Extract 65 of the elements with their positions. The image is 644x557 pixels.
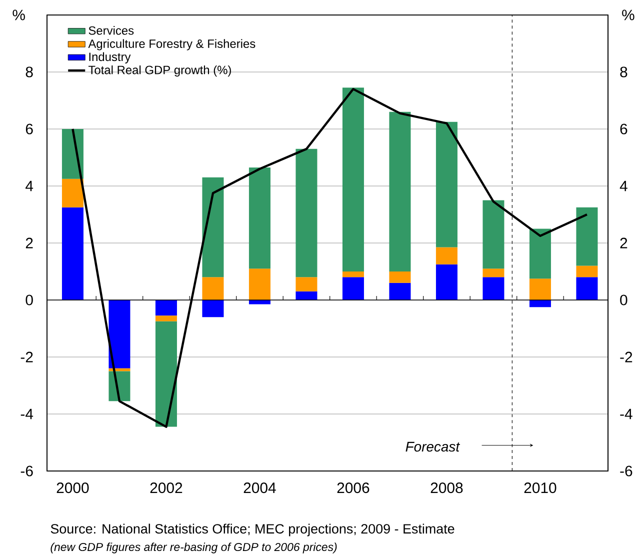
bar <box>296 291 318 300</box>
bar <box>342 88 364 272</box>
bar <box>248 300 270 304</box>
bar <box>576 266 598 278</box>
bar <box>108 371 130 402</box>
y2-tick-label: 0 <box>620 294 628 306</box>
bar <box>389 282 411 300</box>
bar <box>155 321 177 427</box>
y-tick-label: 8 <box>26 66 33 78</box>
y2-tick-label: -2 <box>620 352 632 362</box>
y-tick-label: -6 <box>20 466 33 476</box>
bar <box>202 277 224 300</box>
y-tick-label: -4 <box>20 408 34 420</box>
x-tick-label: 2010 <box>524 482 556 494</box>
bar <box>482 277 504 300</box>
y-tick-label: 4 <box>26 180 34 192</box>
bar <box>436 264 458 300</box>
y2-tick-label: 2 <box>620 238 628 248</box>
bar <box>436 247 458 264</box>
text: (new GDP figures after re-basing of GDP to 2006 prices) <box>50 542 337 554</box>
bar <box>342 271 364 278</box>
y2-axis-title: % <box>622 10 634 20</box>
x-tick-label: 2004 <box>244 482 276 494</box>
bar <box>155 300 177 316</box>
x-tick-label: 2000 <box>56 482 89 494</box>
bar <box>529 300 551 308</box>
x-tick-label: 2008 <box>430 482 463 494</box>
y2-tick-label: 8 <box>620 66 628 78</box>
source-note: Source: National Statistics Office; MEC projections; 2009 - Estimate <box>50 524 454 536</box>
legend-label: Services <box>88 26 134 35</box>
y-tick-label: -2 <box>20 352 33 362</box>
bar <box>482 200 504 269</box>
x-tick-label: 2006 <box>337 482 370 494</box>
y-tick-label: 2 <box>26 238 33 248</box>
y2-tick-label: 4 <box>620 180 628 192</box>
bar <box>576 207 598 266</box>
bar <box>202 177 224 278</box>
y-tick-label: 0 <box>26 294 33 306</box>
y2-tick-label: -4 <box>620 408 632 420</box>
legend-label: Total Real GDP growth (%) <box>88 65 231 77</box>
bar <box>248 167 270 269</box>
bar <box>389 112 411 272</box>
bar <box>529 228 551 279</box>
y2-tick-label: 6 <box>620 124 628 134</box>
bar <box>482 268 504 278</box>
y-axis-title: % <box>12 10 25 20</box>
annotation: Forecast <box>406 442 460 452</box>
legend-label: Industry <box>89 52 131 64</box>
bar <box>62 178 84 208</box>
bar <box>342 277 364 300</box>
bar <box>155 316 177 322</box>
bar <box>62 207 84 300</box>
legend-label: Agriculture Forestry & Fisheries <box>88 39 256 50</box>
bar <box>202 300 224 318</box>
bar <box>436 122 458 248</box>
bar <box>296 277 318 292</box>
y2-tick-label: -6 <box>620 466 632 476</box>
bar <box>529 278 551 300</box>
bar <box>296 148 318 278</box>
bar <box>389 271 411 283</box>
bar <box>248 268 270 300</box>
bar <box>108 300 130 368</box>
x-tick-label: 2002 <box>150 482 182 494</box>
bar <box>576 277 598 300</box>
y-tick-label: 6 <box>26 124 33 134</box>
